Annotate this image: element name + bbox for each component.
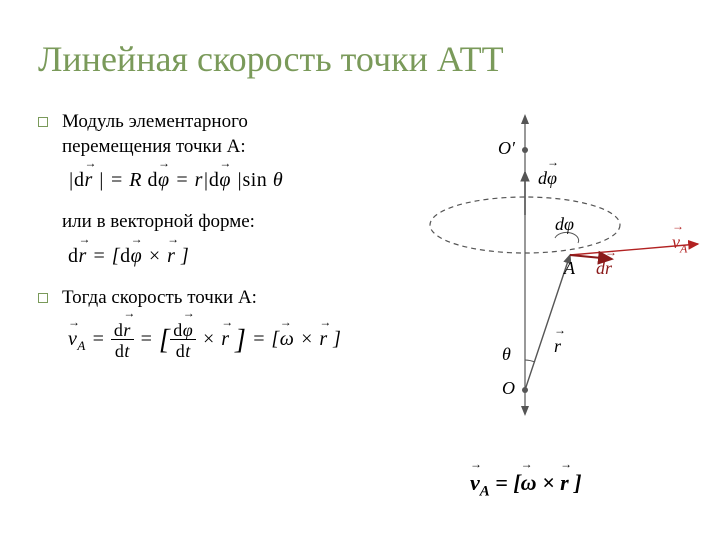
formula-2: dr = [dφ × r ] [68, 245, 358, 268]
label-A: A [564, 258, 575, 279]
formula-3: vA = drdt = [dφdt × r ] = [ω × r ] [68, 321, 358, 360]
formula-1: |dr | = R dφ = r|dφ |sin θ [68, 169, 358, 192]
label-r: r [554, 336, 561, 357]
bullet-3-text: Тогда скорость точки A: [62, 286, 257, 311]
rotation-diagram: O′ dφ dφ A dr vA θ r O [390, 110, 710, 450]
bullet-marker-icon [38, 117, 48, 127]
bullet-3: Тогда скорость точки A: [38, 286, 358, 311]
axis-arrow-up-icon [521, 114, 529, 124]
label-O-prime: O′ [498, 138, 515, 159]
bullet-2-text: или в векторной форме: [62, 210, 358, 235]
label-vA: vA [672, 232, 687, 257]
point-O-prime [522, 147, 528, 153]
formula-4: vA = [ω × r ] [470, 470, 582, 500]
label-dphi-vec: dφ [538, 168, 557, 189]
label-dphi: dφ [555, 214, 574, 235]
left-column: Модуль элементарного перемещения точки A… [38, 110, 358, 378]
theta-arc [525, 360, 535, 362]
page-title: Линейная скорость точки АТТ [38, 38, 504, 80]
label-O: O [502, 378, 515, 399]
label-dr: dr [596, 258, 612, 279]
bullet-1: Модуль элементарного перемещения точки A… [38, 110, 358, 159]
axis-arrow-down-icon [521, 406, 529, 416]
bullet-marker-icon [38, 293, 48, 303]
bullet-1-text: Модуль элементарного перемещения точки A… [62, 110, 358, 159]
label-theta: θ [502, 344, 511, 365]
